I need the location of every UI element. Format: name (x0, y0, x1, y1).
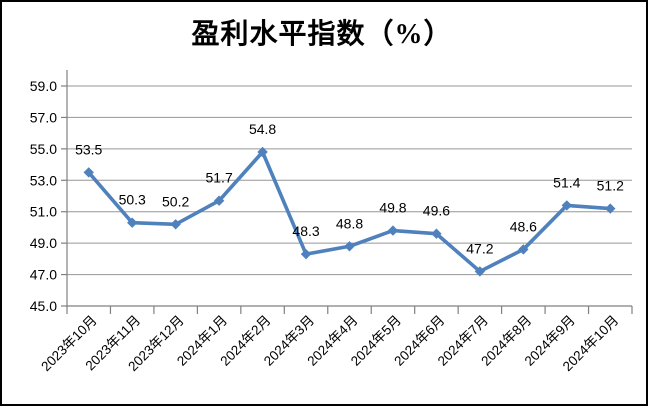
data-label: 49.6 (423, 203, 450, 219)
y-tick-label: 57.0 (30, 109, 57, 125)
data-point-marker (387, 225, 399, 236)
data-point-marker (605, 203, 616, 214)
data-label: 48.6 (510, 218, 537, 234)
data-label: 54.8 (249, 121, 276, 137)
y-tick-label: 47.0 (30, 267, 57, 283)
data-label: 53.5 (75, 141, 102, 157)
data-label: 50.3 (119, 192, 146, 208)
data-point-marker (474, 266, 486, 277)
y-tick-label: 59.0 (30, 78, 57, 94)
y-tick-label: 55.0 (30, 141, 57, 157)
data-label: 51.2 (597, 178, 624, 194)
data-label: 51.7 (205, 170, 232, 186)
data-point-marker (344, 241, 355, 252)
y-tick-label: 53.0 (30, 172, 57, 188)
data-point-marker (213, 195, 225, 206)
data-point-marker (257, 146, 268, 158)
data-point-marker (170, 219, 181, 230)
data-label: 47.2 (466, 240, 493, 256)
data-label: 50.2 (162, 193, 189, 209)
data-point-marker (300, 248, 312, 260)
chart-title: 盈利水平指数（%） (191, 19, 453, 50)
data-point-marker (431, 228, 442, 239)
data-label: 51.4 (553, 174, 580, 190)
data-point-marker (518, 244, 529, 255)
y-tick-label: 45.0 (30, 298, 57, 314)
data-label: 49.8 (379, 200, 406, 216)
data-point-marker (561, 200, 573, 211)
data-label: 48.3 (292, 223, 319, 239)
y-tick-label: 49.0 (30, 235, 57, 251)
data-label: 48.8 (336, 215, 363, 231)
data-point-marker (126, 217, 138, 228)
data-point-marker (83, 167, 94, 178)
y-tick-label: 51.0 (30, 204, 57, 220)
